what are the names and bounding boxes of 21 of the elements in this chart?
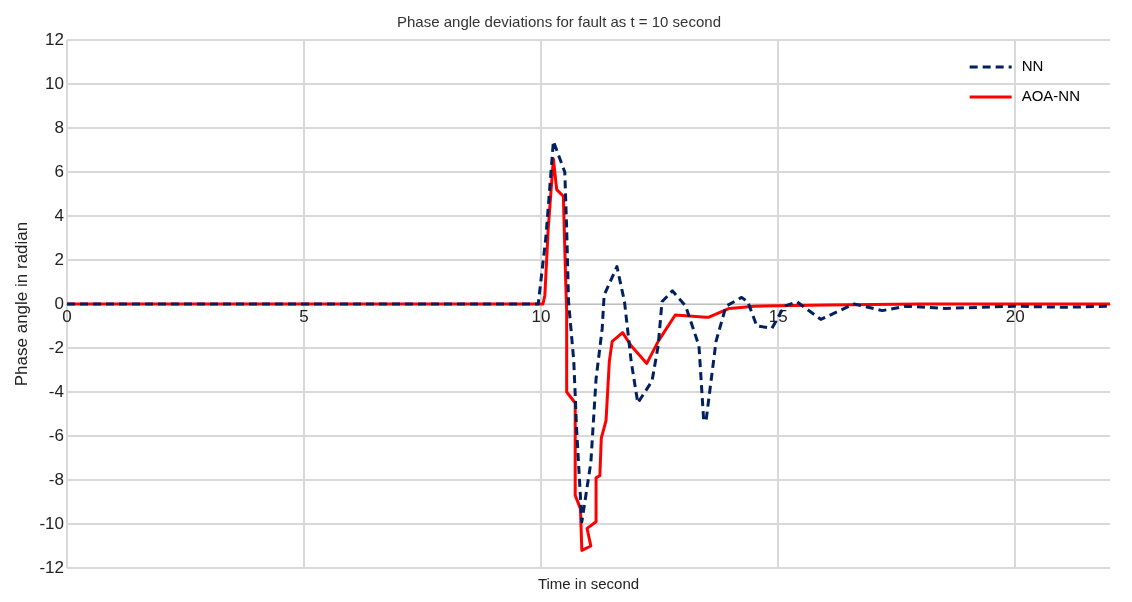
y-axis-title: Phase angle in radian [11,221,31,387]
y-tick-label: 4 [54,205,64,225]
y-tick-label: -10 [39,513,64,533]
y-tick-label: -2 [48,337,64,357]
legend-label: AOA-NN [1021,87,1081,105]
x-axis-title: Time in second [537,574,640,592]
x-tick-label: 20 [1005,306,1025,326]
y-tick-label: -6 [48,425,64,445]
y-tick-label: 8 [54,117,64,137]
chart-title: Phase angle deviations for fault as t = 10 second [397,13,721,31]
x-tick-label: 10 [531,306,551,326]
y-tick-label: 12 [45,29,64,49]
x-tick-label: 5 [299,306,309,326]
y-tick-label: 6 [54,161,64,181]
y-tick-label: -8 [48,469,64,489]
y-tick-label: 10 [45,73,64,93]
y-tick-label: -4 [48,381,64,401]
legend-label: NN [1021,57,1044,75]
y-tick-label: -12 [39,557,64,577]
y-tick-label: 2 [54,249,64,269]
y-tick-label: 0 [54,293,64,313]
